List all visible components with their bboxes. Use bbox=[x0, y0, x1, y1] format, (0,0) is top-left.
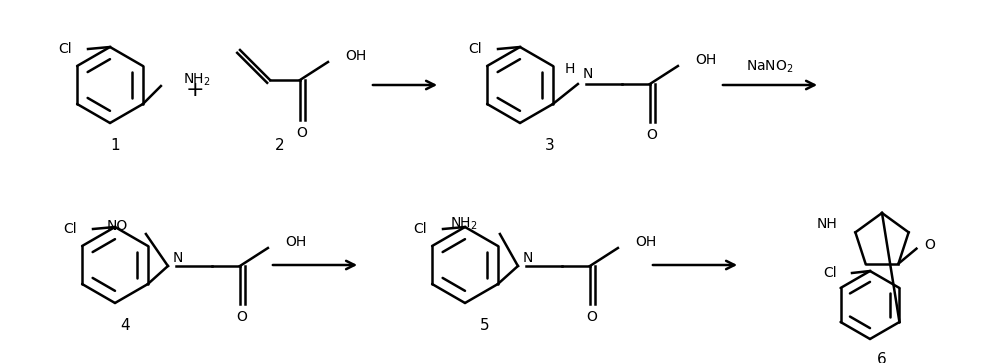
Text: +: + bbox=[186, 80, 204, 100]
Text: OH: OH bbox=[695, 53, 716, 67]
Text: 5: 5 bbox=[480, 318, 490, 333]
Text: Cl: Cl bbox=[63, 222, 77, 236]
Text: NH: NH bbox=[817, 217, 837, 231]
Text: NH$_2$: NH$_2$ bbox=[183, 72, 211, 88]
Text: O: O bbox=[646, 128, 657, 142]
Text: Cl: Cl bbox=[468, 42, 482, 56]
Text: Cl: Cl bbox=[823, 266, 837, 280]
Text: NaNO$_2$: NaNO$_2$ bbox=[746, 59, 794, 75]
Text: N: N bbox=[173, 251, 183, 265]
Text: 3: 3 bbox=[545, 138, 555, 152]
Text: OH: OH bbox=[345, 49, 366, 63]
Text: O: O bbox=[236, 310, 247, 324]
Text: NH$_2$: NH$_2$ bbox=[450, 216, 478, 232]
Text: Cl: Cl bbox=[58, 42, 72, 56]
Text: 1: 1 bbox=[110, 138, 120, 152]
Text: O: O bbox=[586, 310, 597, 324]
Text: N: N bbox=[523, 251, 533, 265]
Text: 4: 4 bbox=[120, 318, 130, 333]
Text: 6: 6 bbox=[877, 351, 887, 363]
Text: H: H bbox=[565, 62, 575, 76]
Text: NO: NO bbox=[107, 219, 128, 233]
Text: OH: OH bbox=[635, 235, 656, 249]
Text: O: O bbox=[924, 238, 935, 252]
Text: Cl: Cl bbox=[413, 222, 427, 236]
Text: N: N bbox=[583, 67, 593, 81]
Text: OH: OH bbox=[285, 235, 306, 249]
Text: O: O bbox=[297, 126, 307, 140]
Text: 2: 2 bbox=[275, 138, 285, 152]
